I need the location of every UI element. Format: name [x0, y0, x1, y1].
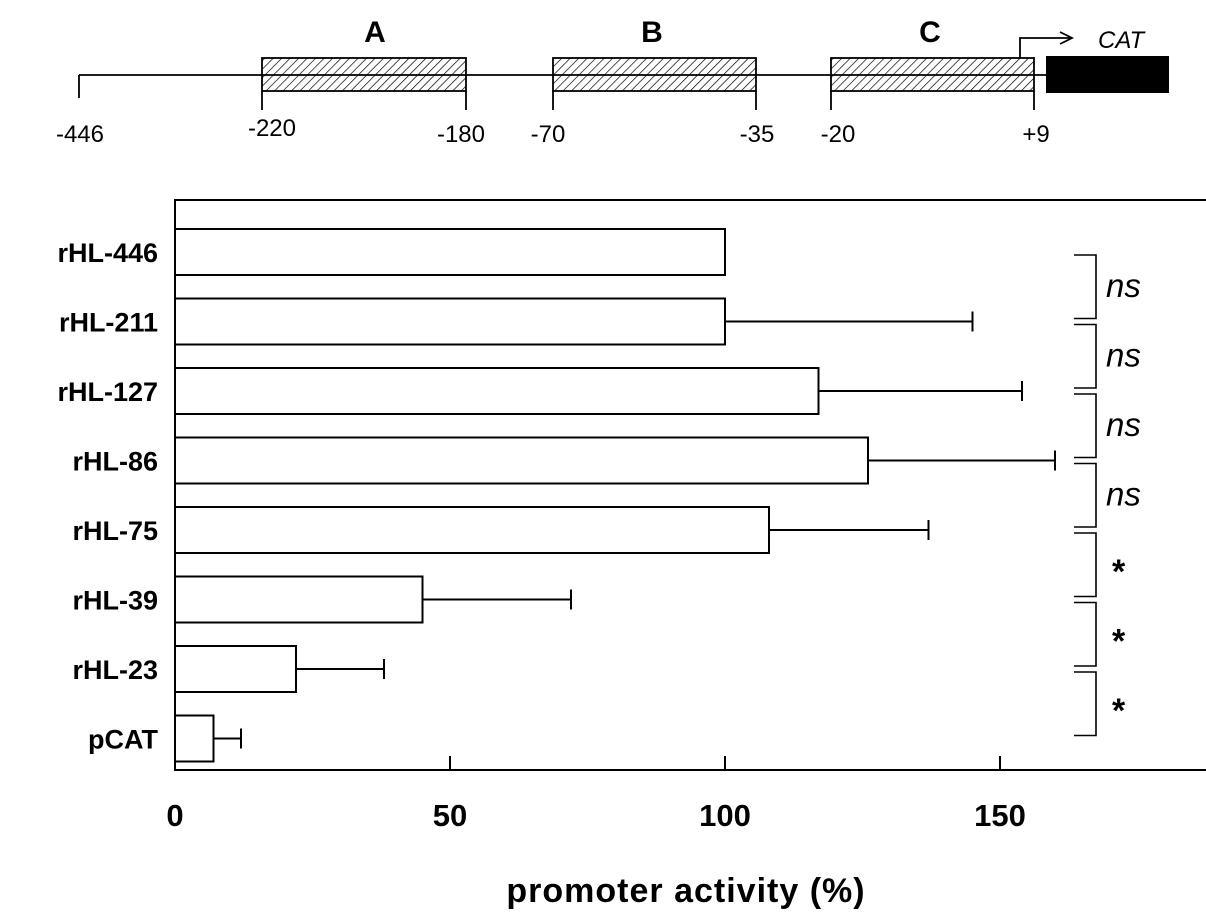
- plot-frame: [174, 199, 1206, 771]
- bar: [174, 714, 215, 763]
- promoter-map: A B C CAT -446 -220 -180 -70 -35 -20 +9: [56, 16, 1169, 148]
- significance-bracket: [1074, 393, 1097, 459]
- bar: [174, 506, 770, 554]
- significance-label: *: [1112, 692, 1126, 730]
- position-label: +9: [1022, 121, 1049, 148]
- significance-bracket: [1074, 671, 1097, 737]
- category-label: rHL-75: [72, 516, 158, 546]
- significance-label: *: [1112, 622, 1126, 660]
- region-a-label: A: [364, 16, 386, 49]
- transcription-arrowhead: [1059, 31, 1075, 45]
- bar: [174, 436, 869, 485]
- significance-label: ns: [1106, 336, 1141, 373]
- cat-reporter-box: [1046, 56, 1169, 93]
- region-c-label: C: [919, 16, 941, 49]
- x-axis-title: promoter activity (%): [506, 872, 865, 910]
- bar-chart: rHL-446 rHL-211 rHL-127 rHL-86 rHL-75 rHL-39 r…: [57, 199, 1206, 910]
- category-labels-layer: rHL-446 rHL-211 rHL-127 rHL-86 rHL-75 rHL-39 r…: [57, 238, 158, 755]
- category-label: rHL-86: [72, 447, 158, 477]
- significance-label: ns: [1106, 267, 1141, 304]
- bar: [174, 297, 726, 346]
- bars-layer: [174, 228, 869, 763]
- category-label: pCAT: [88, 725, 158, 755]
- position-label: -20: [821, 121, 856, 148]
- x-tick-label: 50: [433, 798, 467, 833]
- significance-bracket: [1074, 601, 1097, 667]
- bar: [174, 575, 424, 624]
- region-b-label: B: [641, 16, 663, 49]
- significance-bracket: [1074, 323, 1097, 389]
- region-c-box: [830, 57, 1035, 92]
- significance-bracket: [1074, 462, 1097, 528]
- category-label: rHL-211: [59, 308, 158, 338]
- position-label: -35: [740, 121, 775, 148]
- x-tick-label: 100: [699, 798, 751, 833]
- significance-bracket: [1074, 254, 1097, 320]
- x-ticks-layer: 0 50 100 150: [166, 756, 1026, 833]
- transcription-start-arrow: [1019, 37, 1070, 58]
- category-label: rHL-127: [57, 377, 158, 407]
- significance-bracket: [1074, 532, 1097, 598]
- category-label: rHL-446: [57, 238, 158, 268]
- bar: [174, 228, 726, 276]
- position-label: -446: [56, 121, 104, 148]
- x-tick-label: 0: [166, 798, 183, 833]
- position-label: -70: [531, 121, 566, 148]
- category-label: rHL-23: [72, 655, 158, 685]
- position-label: -180: [437, 121, 485, 148]
- error-bars-layer: [213, 311, 1056, 749]
- bar: [174, 645, 297, 693]
- cat-gene-label: CAT: [1098, 27, 1147, 54]
- x-tick-label: 150: [974, 798, 1026, 833]
- region-b-box: [552, 57, 757, 92]
- significance-label: ns: [1106, 475, 1141, 512]
- position-label: -220: [248, 115, 296, 142]
- category-label: rHL-39: [72, 586, 158, 616]
- region-a-box: [261, 57, 467, 92]
- significance-layer: ns ns ns ns * * *: [1074, 254, 1141, 737]
- bar: [174, 367, 820, 415]
- significance-label: ns: [1106, 406, 1141, 443]
- significance-label: *: [1112, 553, 1126, 591]
